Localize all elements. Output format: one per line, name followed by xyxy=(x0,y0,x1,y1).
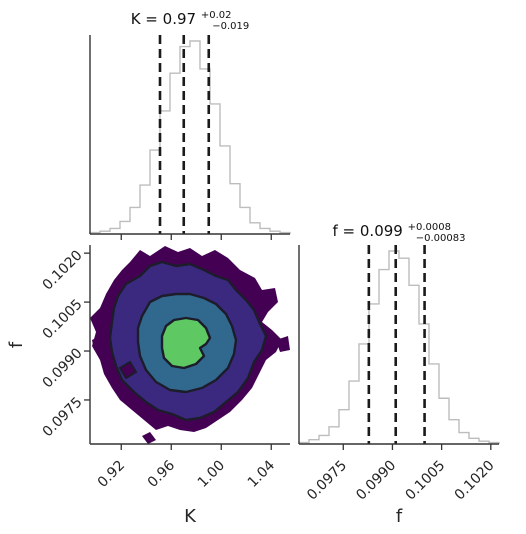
contour-y-tick-label: 0.1005 xyxy=(40,296,86,342)
contour-x-tick-label: 0.92 xyxy=(95,458,128,491)
hist-K-hist-bin xyxy=(240,207,250,234)
hist-f-hist-bin xyxy=(419,324,429,444)
hist-f-title-plus: +0.0008 xyxy=(408,222,451,233)
hist-f-panel: 0.0975 0.0990 0.1005 0.1020 f = 0.099 +0.00… xyxy=(298,216,500,504)
hist-K-hist-bin xyxy=(260,228,270,234)
hist-K-histogram-step xyxy=(89,40,291,234)
hist-K-hist-bin xyxy=(160,111,170,234)
hist-K-title-plus: +0.02 xyxy=(201,10,232,21)
hist-K-hist-bin xyxy=(110,228,120,234)
contour-outer-speck-2 xyxy=(276,336,290,352)
contour-outer-speck-3 xyxy=(92,336,104,350)
contour-y-tick-label: 0.1020 xyxy=(40,247,86,293)
hist-K-hist-bin xyxy=(150,150,160,234)
hist-f-hist-bin xyxy=(459,433,469,444)
hist-f-hist-bin xyxy=(359,344,369,444)
hist-f-x-tick-label: 0.0990 xyxy=(353,458,399,504)
hist-f-title-main: f = 0.099 xyxy=(333,222,403,240)
hist-f-hist-bin xyxy=(369,304,379,444)
hist-K-hist-bin xyxy=(190,41,200,234)
contour-x-tick-label: 0.96 xyxy=(145,457,178,490)
contour-level-1-island xyxy=(118,360,138,380)
hist-f-x-tick-label: 0.1005 xyxy=(402,458,448,504)
hist-K-title-main: K = 0.97 xyxy=(131,10,196,28)
hist-f-hist-bin xyxy=(339,410,349,444)
hist-f-histogram-step xyxy=(298,250,500,444)
y-axis-label-f: f xyxy=(6,341,27,348)
hist-f-hist-bin xyxy=(319,435,329,444)
hist-f-hist-bin xyxy=(329,427,339,444)
hist-K-hist-bin xyxy=(250,223,260,234)
hist-K-panel: K = 0.97 +0.02 −0.019 xyxy=(89,4,291,240)
hist-f-title-minus: −0.00083 xyxy=(416,233,466,244)
hist-f-hist-bin xyxy=(439,398,449,444)
x-axis-label-f: f xyxy=(396,506,403,527)
hist-K-hist-bin xyxy=(220,146,230,234)
x-axis-label-K: K xyxy=(184,506,197,527)
contour-K-f-panel: 0.92 0.96 1.00 1.04 0.09750.09900.10050.102… xyxy=(6,245,290,527)
hist-K-hist-bin xyxy=(170,73,180,234)
hist-K-hist-bin xyxy=(230,184,240,234)
hist-f-hist-bin xyxy=(399,258,409,444)
hist-f-x-tick-label: 0.0975 xyxy=(304,458,350,504)
hist-f-hist-bin xyxy=(449,420,459,444)
contour-y-tick-label: 0.0990 xyxy=(40,345,86,391)
hist-f-hist-bin xyxy=(389,251,399,444)
hist-f-hist-bin xyxy=(409,285,419,444)
hist-f-hist-bin xyxy=(349,381,359,444)
hist-K-hist-bin xyxy=(130,207,140,234)
contour-x-tick-label: 1.00 xyxy=(195,458,228,491)
contour-x-tick-label: 1.04 xyxy=(245,457,278,490)
hist-f-x-tick-label: 0.1020 xyxy=(452,458,498,504)
hist-f-hist-bin xyxy=(429,364,439,444)
contour-outer-speck-1 xyxy=(142,432,156,444)
hist-f-title: f = 0.099 +0.0008 −0.00083 xyxy=(333,216,466,244)
hist-f-hist-bin xyxy=(379,270,389,444)
contour-level-3 xyxy=(160,316,212,370)
hist-K-hist-bin xyxy=(210,104,220,234)
hist-K-hist-bin xyxy=(120,221,130,234)
hist-K-title: K = 0.97 +0.02 −0.019 xyxy=(131,4,250,32)
hist-K-title-minus: −0.019 xyxy=(212,21,249,32)
hist-K-hist-bin xyxy=(140,185,150,234)
hist-f-hist-bin xyxy=(469,438,479,444)
contour-y-tick-label: 0.0975 xyxy=(40,394,86,440)
